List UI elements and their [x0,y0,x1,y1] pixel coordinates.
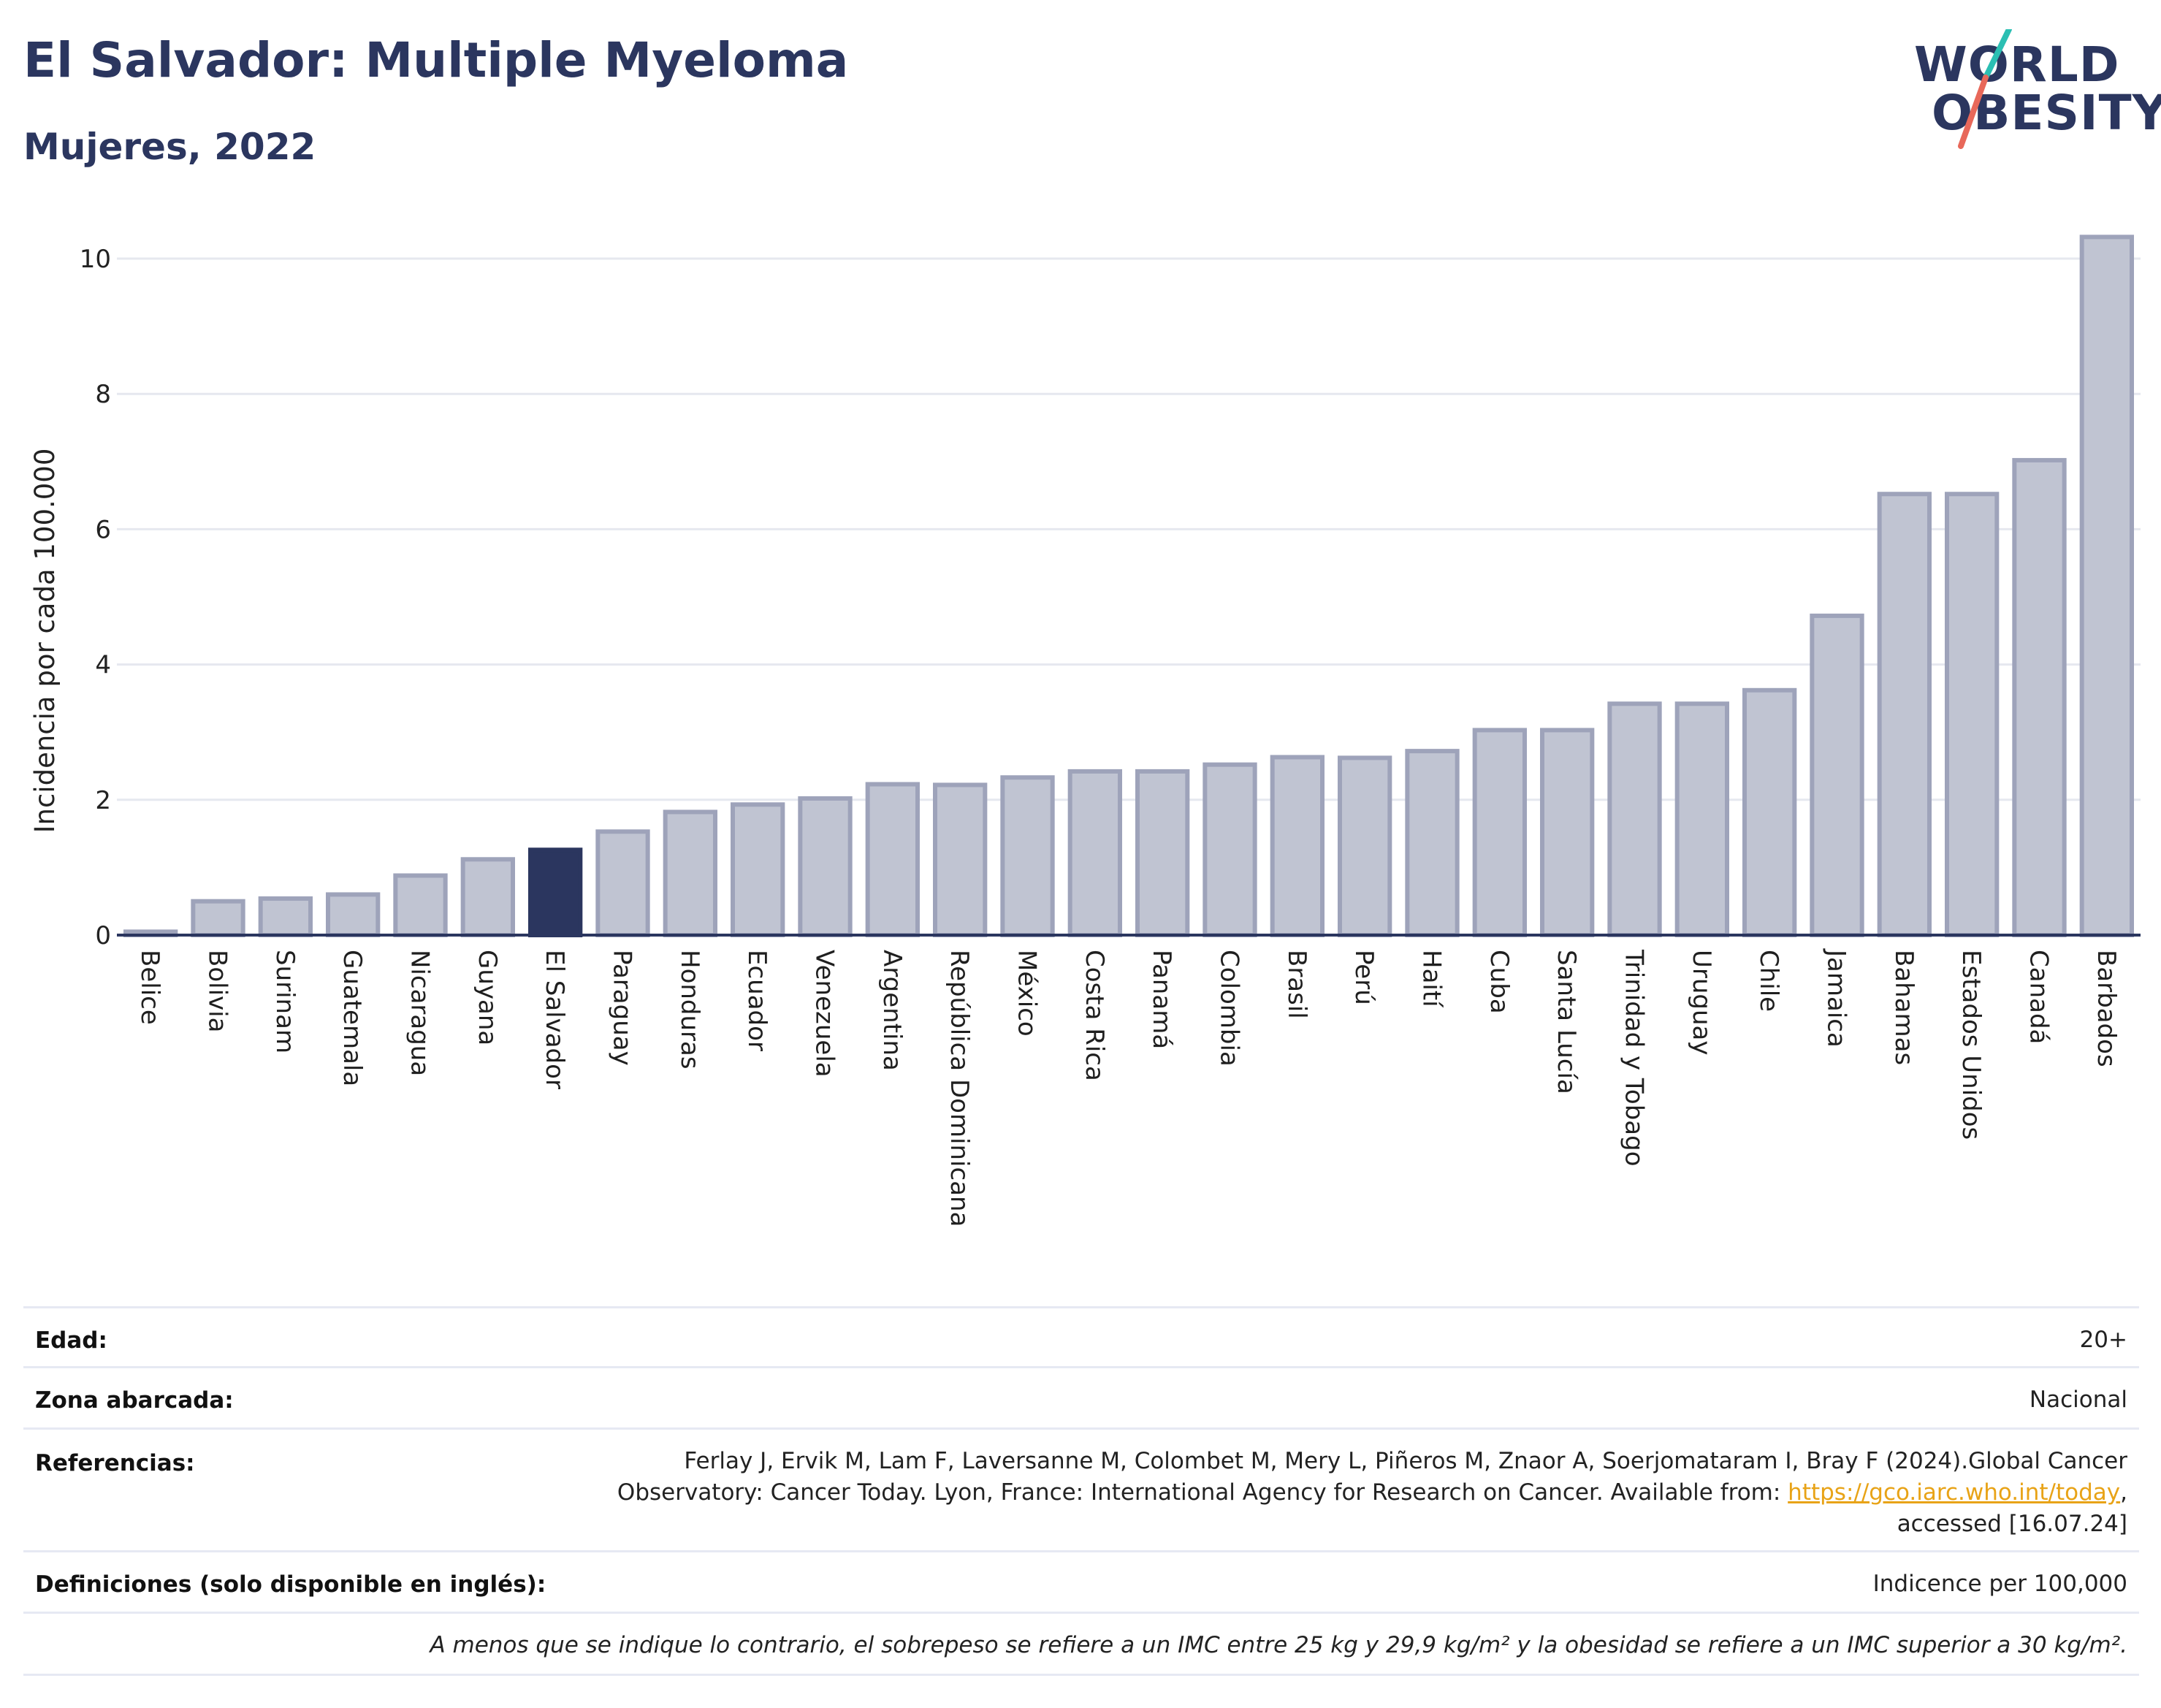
x-tick-label: Belice [135,950,164,1025]
bar-república-dominicana [933,782,988,937]
x-tick-label: Trinidad y Tobago [1620,949,1649,1167]
x-tick-label: El Salvador [540,950,569,1089]
references-line-1: Ferlay J, Ervik M, Lam F, Laversanne M, … [684,1448,2127,1474]
bar-paraguay [595,829,650,938]
meta-row-definitions: Definiciones (solo disponible en inglés)… [23,1550,2139,1614]
x-tick-label: Uruguay [1687,950,1716,1056]
y-tick-label: 8 [95,380,111,409]
x-tick-label: Haití [1417,950,1447,1008]
bar-haití [1405,749,1460,937]
bar-ecuador [731,802,785,937]
references-value: Ferlay J, Ervik M, Lam F, Laversanne M, … [617,1446,2127,1540]
x-tick-label: Venezuela [810,950,839,1078]
y-tick-label: 10 [80,245,111,274]
bar-méxico [1000,775,1055,937]
definitions-value: Indicence per 100,000 [1872,1571,2127,1597]
x-tick-label: Santa Lucía [1552,950,1581,1094]
x-tick-label: Honduras [675,950,704,1070]
bars [117,235,2141,938]
y-tick-label: 4 [95,651,111,680]
bar-chart: 0 2 4 6 8 10 Belice Bolivia Surinam Guatemala Nic… [29,235,2141,1227]
bar-bahamas [1877,492,1932,937]
area-label: Zona abarcada: [35,1387,234,1414]
x-tick-label: Bahamas [1889,950,1918,1065]
bar-panamá [1135,769,1190,938]
bar-bolivia [191,899,245,938]
x-tick-label: Costa Rica [1080,950,1109,1081]
y-tick-label: 6 [95,515,111,544]
y-tick-label: 2 [95,786,111,815]
bar-estados-unidos [1945,492,2000,937]
x-tick-label: Argentina [877,950,907,1071]
bar-argentina [865,782,920,938]
x-tick-label: México [1013,950,1042,1037]
age-label: Edad: [35,1327,107,1354]
x-tick-label: Chile [1754,950,1783,1012]
x-tick-label: Barbados [2092,950,2121,1067]
bar-barbados [2079,235,2134,938]
bar-brasil [1270,755,1325,937]
bar-guyana [460,857,515,938]
bar-venezuela [798,796,853,937]
grid-lines [117,257,2141,801]
x-tick-label: República Dominicana [945,950,974,1227]
x-tick-label: Panamá [1147,950,1176,1049]
x-tick-label: Colombia [1215,950,1244,1067]
bar-cuba [1472,728,1527,937]
bar-honduras [663,809,717,938]
x-tick-label: Guyana [473,950,502,1045]
bar-santa-lucía [1540,728,1595,937]
bar-uruguay [1674,701,1729,937]
x-tick-label: Nicaragua [405,950,435,1076]
world-obesity-logo: WORLD OBESITY [1899,29,2161,161]
y-tick-labels: 0 2 4 6 8 10 [80,245,111,950]
meta-row-note: A menos que se indique lo contrario, el … [23,1612,2139,1676]
x-tick-label: Cuba [1485,950,1514,1014]
bar-colombia [1203,762,1257,938]
x-tick-label: Surinam [270,950,300,1053]
definitions-label: Definiciones (solo disponible en inglés)… [35,1571,546,1598]
references-line-2-comma: , [2120,1479,2127,1506]
bar-el-salvador [528,847,583,937]
bar-costa-rica [1067,769,1122,938]
bar-canadá [2012,457,2067,937]
bar-trinidad-y-tobago [1607,701,1662,937]
bar-nicaragua [393,873,448,938]
x-tick-label: Bolivia [203,950,232,1032]
meta-row-references: Referencias: Ferlay J, Ervik M, Lam F, L… [23,1427,2139,1552]
x-tick-label: Paraguay [608,950,637,1066]
x-tick-label: Canadá [2024,950,2054,1044]
page-title: El Salvador: Multiple Myeloma [23,32,849,88]
meta-row-area: Zona abarcada: Nacional [23,1366,2139,1430]
meta-row-age: Edad: 20+ [23,1306,2139,1368]
bar-surinam [258,896,313,937]
references-line-2: Observatory: Cancer Today. Lyon, France:… [617,1477,2127,1509]
y-tick-label: 0 [95,921,111,950]
x-tick-label: Perú [1349,950,1379,1005]
references-line-2-text: Observatory: Cancer Today. Lyon, France:… [617,1479,1788,1506]
age-value: 20+ [2079,1327,2127,1353]
references-label: Referencias: [35,1450,195,1476]
x-tick-label: Estados Unidos [1956,950,1986,1140]
x-tick-label: Guatemala [338,950,367,1086]
x-tick-labels: Belice Bolivia Surinam Guatemala Nicaragua Gu… [135,948,2121,1227]
logo-line-1: WORLD [1914,37,2120,93]
bar-jamaica [1810,613,1864,937]
x-tick-label: Ecuador [742,950,771,1051]
bar-perú [1338,755,1392,937]
x-tick-label: Jamaica [1822,948,1851,1048]
obesity-note: A menos que se indique lo contrario, el … [430,1632,2127,1658]
page-subtitle: Mujeres, 2022 [23,126,316,168]
references-line-3: accessed [16.07.24] [1897,1511,2127,1537]
bar-chile [1742,687,1797,938]
logo-slash-icon [1958,29,2012,149]
bar-guatemala [326,892,381,938]
references-link[interactable]: https://gco.iarc.who.int/today [1788,1479,2121,1506]
x-tick-label: Brasil [1282,950,1311,1019]
y-axis-label: Incidencia por cada 100.000 [29,449,61,834]
area-value: Nacional [2029,1387,2127,1413]
